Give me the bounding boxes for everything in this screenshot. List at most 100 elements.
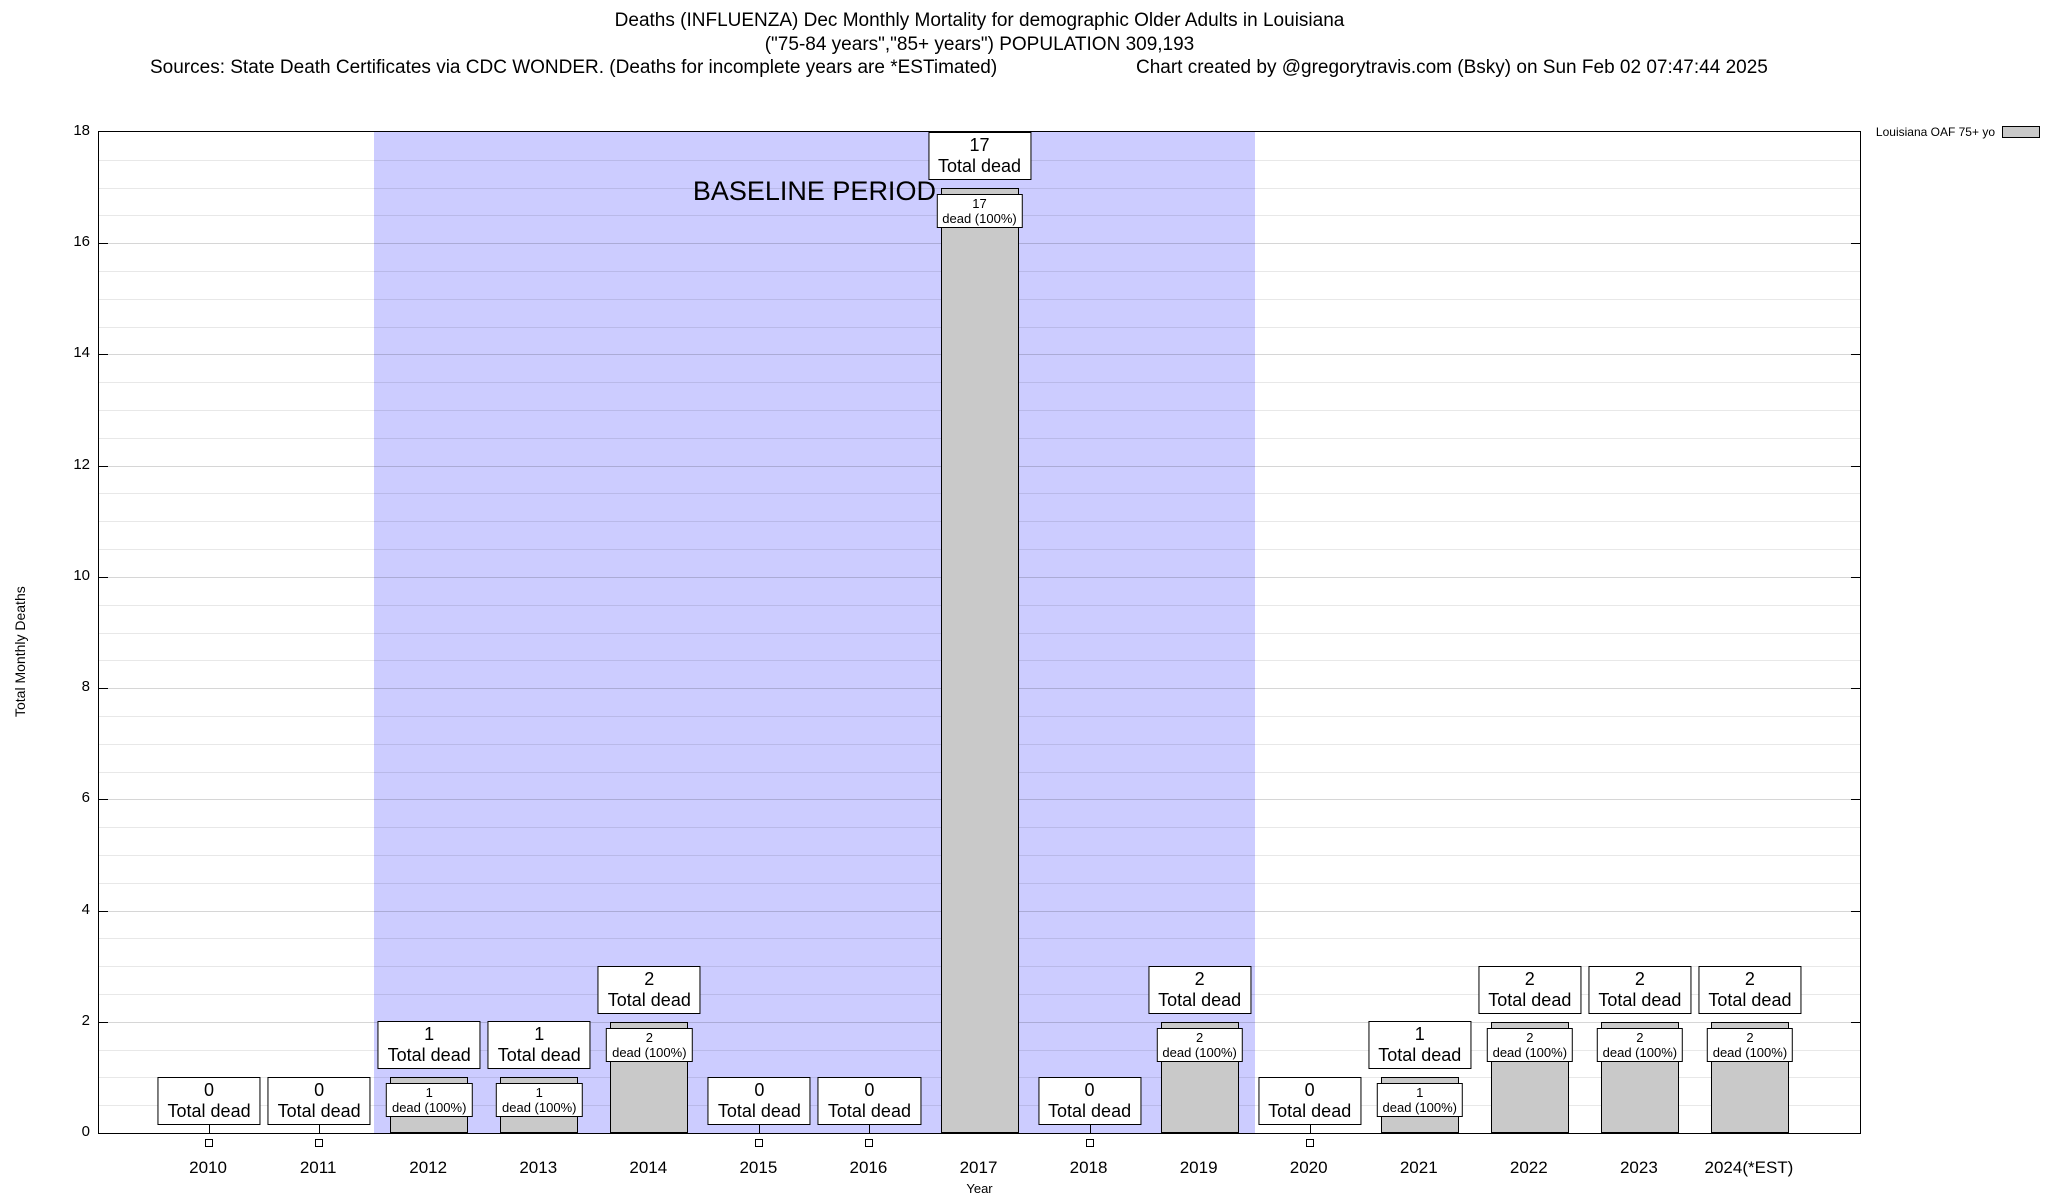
total-count: 0 (204, 1080, 215, 1100)
inbar-text: dead (100%) (1162, 1044, 1237, 1060)
total-label-2012: 1 Total dead (377, 1021, 481, 1070)
total-count: 1 (424, 1024, 435, 1045)
chart-sources-note: Sources: State Death Certificates via CD… (150, 57, 998, 78)
inbar-count: 1 (1416, 1085, 1424, 1101)
total-label-2023: 2 Total dead (1588, 965, 1692, 1014)
ytick-label-10: 10 (73, 566, 90, 584)
total-label-2016: 0 Total dead (817, 1077, 921, 1125)
ytick-label-12: 12 (73, 455, 90, 473)
legend-bar-swatch-icon (2002, 126, 2040, 138)
ytick-mark-left-16 (99, 243, 108, 245)
xtick-label-2022: 2022 (1509, 1158, 1548, 1177)
zero-marker-2016 (865, 1139, 874, 1147)
total-text: Total dead (607, 989, 691, 1010)
xtick-label-2013: 2013 (519, 1158, 558, 1177)
ytick-mark-left-4 (99, 910, 108, 912)
ytick-label-6: 6 (81, 789, 90, 807)
total-count: 2 (1744, 968, 1755, 989)
legend-series-label: Louisiana OAF 75+ yo (1875, 125, 1995, 139)
total-text: Total dead (1268, 1101, 1352, 1121)
total-text: Total dead (1708, 989, 1792, 1010)
inbar-text: dead (100%) (391, 1100, 467, 1116)
inbar-count: 2 (1526, 1029, 1534, 1045)
total-text: Total dead (1158, 989, 1242, 1010)
xtick-label-2015: 2015 (739, 1158, 778, 1177)
xtick-label-2020: 2020 (1289, 1158, 1328, 1177)
total-count: 2 (1634, 968, 1645, 989)
inbar-text: dead (100%) (612, 1044, 687, 1060)
inbar-label-2019: 2 dead (100%) (1156, 1027, 1243, 1062)
baseline-period-label: BASELINE PERIOD (692, 176, 936, 206)
xtick-label-2017: 2017 (959, 1158, 998, 1177)
xtick-mark-2011 (319, 1124, 321, 1133)
inbar-label-2017: 17 dead (100%) (936, 193, 1023, 228)
inbar-count: 2 (1196, 1029, 1204, 1045)
ytick-mark-right-4 (1851, 910, 1860, 912)
inbar-label-2023: 2 dead (100%) (1596, 1027, 1684, 1062)
xtick-label-2023: 2023 (1619, 1158, 1658, 1177)
inbar-text: dead (100%) (1712, 1044, 1788, 1060)
bar-2017 (940, 187, 1019, 1133)
baseline-period-region (374, 132, 1255, 1133)
total-text: Total dead (1048, 1101, 1132, 1121)
xtick-label-2018: 2018 (1069, 1158, 1108, 1177)
ytick-label-0: 0 (81, 1123, 90, 1140)
inbar-text: dead (100%) (1602, 1044, 1678, 1060)
inbar-label-2012: 1 dead (100%) (385, 1083, 473, 1118)
xtick-mark-2018 (1089, 1124, 1091, 1133)
total-text: Total dead (497, 1045, 581, 1066)
total-label-2020: 0 Total dead (1258, 1077, 1362, 1125)
chart-title-line1: Deaths (INFLUENZA) Dec Monthly Mortality… (614, 10, 1345, 31)
ytick-mark-right-14 (1851, 354, 1860, 356)
total-text: Total dead (1598, 989, 1682, 1010)
ytick-label-18: 18 (73, 122, 90, 139)
total-text: Total dead (1378, 1045, 1462, 1066)
ytick-mark-right-6 (1851, 799, 1860, 801)
inbar-count: 17 (972, 195, 987, 211)
ytick-label-8: 8 (81, 678, 90, 696)
plot-area: BASELINE PERIOD 0 Total dead 0 Total dead 1 de… (98, 131, 1861, 1147)
xtick-label-2021: 2021 (1399, 1158, 1438, 1177)
inbar-label-2024(*EST): 2 dead (100%) (1706, 1027, 1794, 1062)
inbar-label-2021: 1 dead (100%) (1376, 1083, 1463, 1118)
zero-marker-2010 (205, 1139, 214, 1147)
total-label-2018: 0 Total dead (1038, 1077, 1142, 1125)
inbar-text: dead (100%) (502, 1100, 577, 1116)
total-text: Total dead (1488, 989, 1572, 1010)
ytick-mark-left-12 (99, 465, 108, 467)
total-label-2017: 17 Total dead (927, 131, 1032, 180)
total-text: Total dead (937, 155, 1022, 176)
total-count: 0 (754, 1080, 765, 1100)
total-label-2022: 2 Total dead (1478, 965, 1582, 1014)
total-count: 17 (969, 134, 990, 155)
chart-credit-note: Chart created by @gregorytravis.com (Bsk… (1136, 57, 1768, 78)
total-label-2010: 0 Total dead (157, 1077, 261, 1125)
inbar-label-2022: 2 dead (100%) (1486, 1027, 1574, 1062)
total-label-2014: 2 Total dead (597, 965, 701, 1014)
inbar-text: dead (100%) (1382, 1100, 1457, 1116)
total-label-2013: 1 Total dead (487, 1021, 591, 1070)
ytick-label-16: 16 (73, 233, 90, 251)
xtick-mark-2020 (1309, 1124, 1311, 1133)
inbar-text: dead (100%) (1492, 1044, 1568, 1060)
xtick-label-2024(*EST): 2024(*EST) (1704, 1158, 1794, 1177)
ytick-mark-right-12 (1851, 465, 1860, 467)
total-text: Total dead (277, 1101, 361, 1121)
xtick-label-2014: 2014 (629, 1158, 668, 1177)
ytick-label-14: 14 (73, 344, 90, 362)
chart-title-line2: ("75-84 years","85+ years") POPULATION 3… (764, 34, 1195, 55)
ytick-mark-left-8 (99, 688, 108, 690)
ytick-mark-left-2 (99, 1021, 108, 1023)
ytick-mark-right-16 (1851, 243, 1860, 245)
xtick-mark-2010 (209, 1124, 211, 1133)
inbar-count: 2 (645, 1029, 653, 1045)
total-count: 2 (1194, 968, 1205, 989)
chart-legend: Louisiana OAF 75+ yo (1876, 125, 2040, 139)
total-count: 2 (644, 968, 655, 989)
ytick-mark-right-2 (1851, 1021, 1860, 1023)
ytick-label-4: 4 (81, 900, 90, 918)
total-count: 1 (534, 1024, 545, 1045)
total-count: 0 (864, 1080, 875, 1100)
inbar-count: 1 (535, 1085, 543, 1101)
ytick-mark-right-8 (1851, 688, 1860, 690)
